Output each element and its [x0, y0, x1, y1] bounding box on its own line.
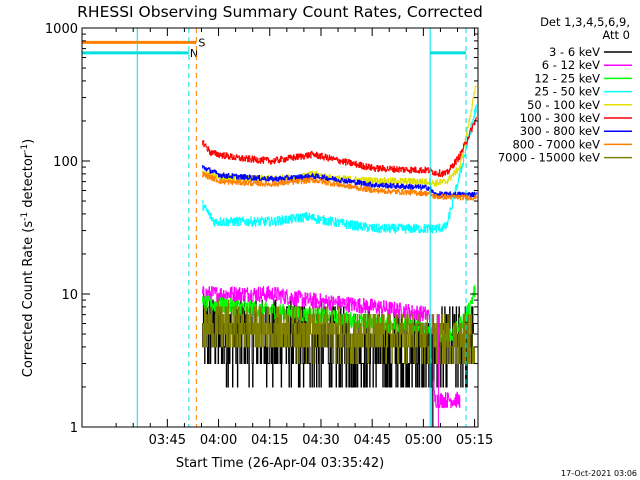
series-line-25-50-kev: [202, 104, 477, 234]
y-tick-label: 1000: [45, 22, 78, 37]
series-line-7000-15000-kev: [202, 299, 476, 364]
legend-entry-label: 50 - 100 keV: [527, 98, 600, 112]
x-axis-label: Start Time (26-Apr-04 03:35:42): [176, 456, 384, 471]
x-tick-label: 03:45: [149, 433, 186, 448]
y-axis-label: Corrected Count Rate (s-1 detector-1): [20, 139, 36, 377]
y-tick-label: 1: [70, 421, 78, 436]
legend-entry-label: 25 - 50 keV: [534, 85, 600, 99]
y-tick-label: 100: [53, 155, 78, 170]
series-line-6-12-kev: [202, 285, 461, 409]
legend-entry-label: 3 - 6 keV: [549, 45, 600, 59]
y-axis-label-sup2: -1: [20, 144, 30, 153]
plot-frame: [81, 27, 479, 428]
legend-entry-label: 800 - 7000 keV: [512, 137, 600, 151]
legend-entry-label: 7000 - 15000 keV: [498, 151, 600, 165]
legend-entry-label: 6 - 12 keV: [542, 58, 600, 72]
x-tick-label: 04:45: [353, 433, 390, 448]
x-tick-label: 04:30: [302, 433, 339, 448]
legend-header-attenuator: Att 0: [602, 28, 630, 42]
y-axis-label-sup1: -1: [20, 212, 30, 221]
y-axis-label-mid: detector: [21, 152, 36, 212]
legend-entry-label: 300 - 800 keV: [520, 124, 600, 138]
legend-entry-label: 12 - 25 keV: [534, 71, 600, 85]
plot-area: SN 1 10 100 1000 03:45 04:00 04:15 04:30 04:45 05:…: [45, 22, 493, 448]
x-tick-label: 05:00: [405, 433, 442, 448]
y-axis-label-end: ): [21, 139, 36, 144]
legend-entry-label: 100 - 300 keV: [520, 111, 600, 125]
saa-flag-label: S: [198, 36, 205, 49]
y-axis-label-main: Corrected Count Rate (s: [21, 221, 36, 378]
x-tick-label: 05:15: [456, 433, 493, 448]
night-flag-label: N: [190, 47, 198, 60]
series-line-800-7000-kev: [202, 171, 477, 201]
series-line-100-300-kev: [202, 116, 477, 178]
x-tick-label: 04:00: [200, 433, 237, 448]
chart-title: RHESSI Observing Summary Count Rates, Co…: [77, 3, 483, 21]
legend-header-detectors: Det 1,3,4,5,6,9,: [540, 15, 630, 29]
plot-timestamp: 17-Oct-2021 03:06: [561, 469, 637, 478]
x-tick-label: 04:15: [251, 433, 288, 448]
y-tick-label: 10: [61, 288, 78, 303]
